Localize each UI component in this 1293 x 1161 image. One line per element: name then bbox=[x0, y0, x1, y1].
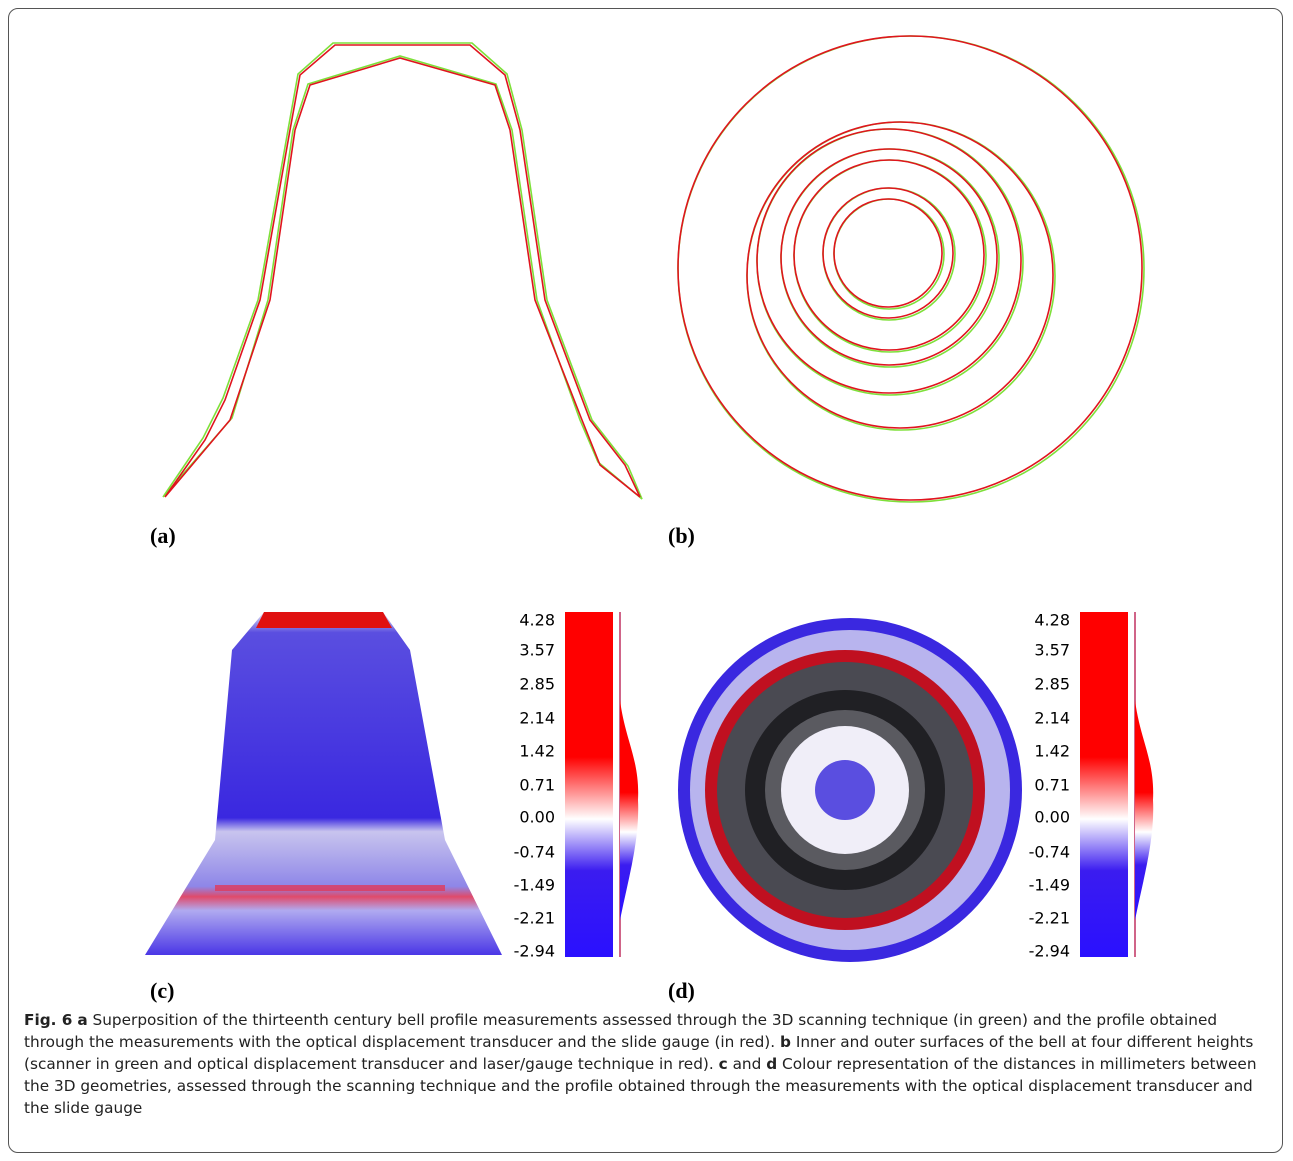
panel-label: (d) bbox=[668, 978, 695, 1003]
colorbar-tick-label: 0.71 bbox=[519, 776, 555, 795]
colorbar-tick-label: -2.21 bbox=[1029, 909, 1070, 928]
colorbar-tick-label: -2.94 bbox=[1029, 942, 1070, 961]
panel-label: (a) bbox=[150, 523, 176, 548]
bell-distance-map bbox=[145, 612, 502, 955]
panel-label: (c) bbox=[150, 978, 174, 1003]
panel-ref: b bbox=[780, 1033, 791, 1051]
caption-text: and bbox=[733, 1055, 762, 1073]
colorbar-tick-label: 3.57 bbox=[519, 641, 555, 660]
panel-label: (b) bbox=[668, 523, 695, 548]
colorbar-tick-label: 2.85 bbox=[519, 675, 555, 694]
section-rings bbox=[678, 36, 1144, 502]
colorbar-tick-label: -2.21 bbox=[514, 909, 555, 928]
colorbar-tick-label: 0.71 bbox=[1034, 776, 1070, 795]
page: (a) (b) (c) (d) 4.28 3.57 2.85 2.14 1.42 0.71 0.00… bbox=[0, 0, 1293, 1161]
caption: Fig. 6 a Superposition of the thirteenth… bbox=[24, 1009, 1274, 1119]
colorbar-tick-label: 0.00 bbox=[1034, 808, 1070, 827]
colorbar-tick-label: 0.00 bbox=[519, 808, 555, 827]
colorbar-tick-label: -1.49 bbox=[514, 876, 555, 895]
figure: (a) (b) (c) (d) 4.28 3.57 2.85 2.14 1.42 0.71 0.00… bbox=[0, 0, 1293, 1005]
colorbar-tick-label: 4.28 bbox=[1034, 611, 1070, 630]
colorbar-tick-label: -2.94 bbox=[514, 942, 555, 961]
colorbar-tick-label: 2.14 bbox=[519, 709, 555, 728]
colorbar-tick-label: 2.85 bbox=[1034, 675, 1070, 694]
colorbar-tick-label: 3.57 bbox=[1034, 641, 1070, 660]
colorbar-tick-label: 1.42 bbox=[1034, 742, 1070, 761]
panel-ref: d bbox=[766, 1055, 777, 1073]
panel-ref: a bbox=[77, 1011, 87, 1029]
bell-profile bbox=[163, 43, 642, 499]
panel-ref: c bbox=[719, 1055, 728, 1073]
figure-label: Fig. 6 bbox=[24, 1011, 72, 1029]
top-distance-map bbox=[678, 618, 1022, 962]
colorbar-tick-label: 1.42 bbox=[519, 742, 555, 761]
colorbar-tick-label: -0.74 bbox=[514, 843, 555, 862]
colorbar-tick-label: 4.28 bbox=[519, 611, 555, 630]
colorbar-tick-label: -0.74 bbox=[1029, 843, 1070, 862]
colorbar-tick-label: -1.49 bbox=[1029, 876, 1070, 895]
colorbar-tick-label: 2.14 bbox=[1034, 709, 1070, 728]
